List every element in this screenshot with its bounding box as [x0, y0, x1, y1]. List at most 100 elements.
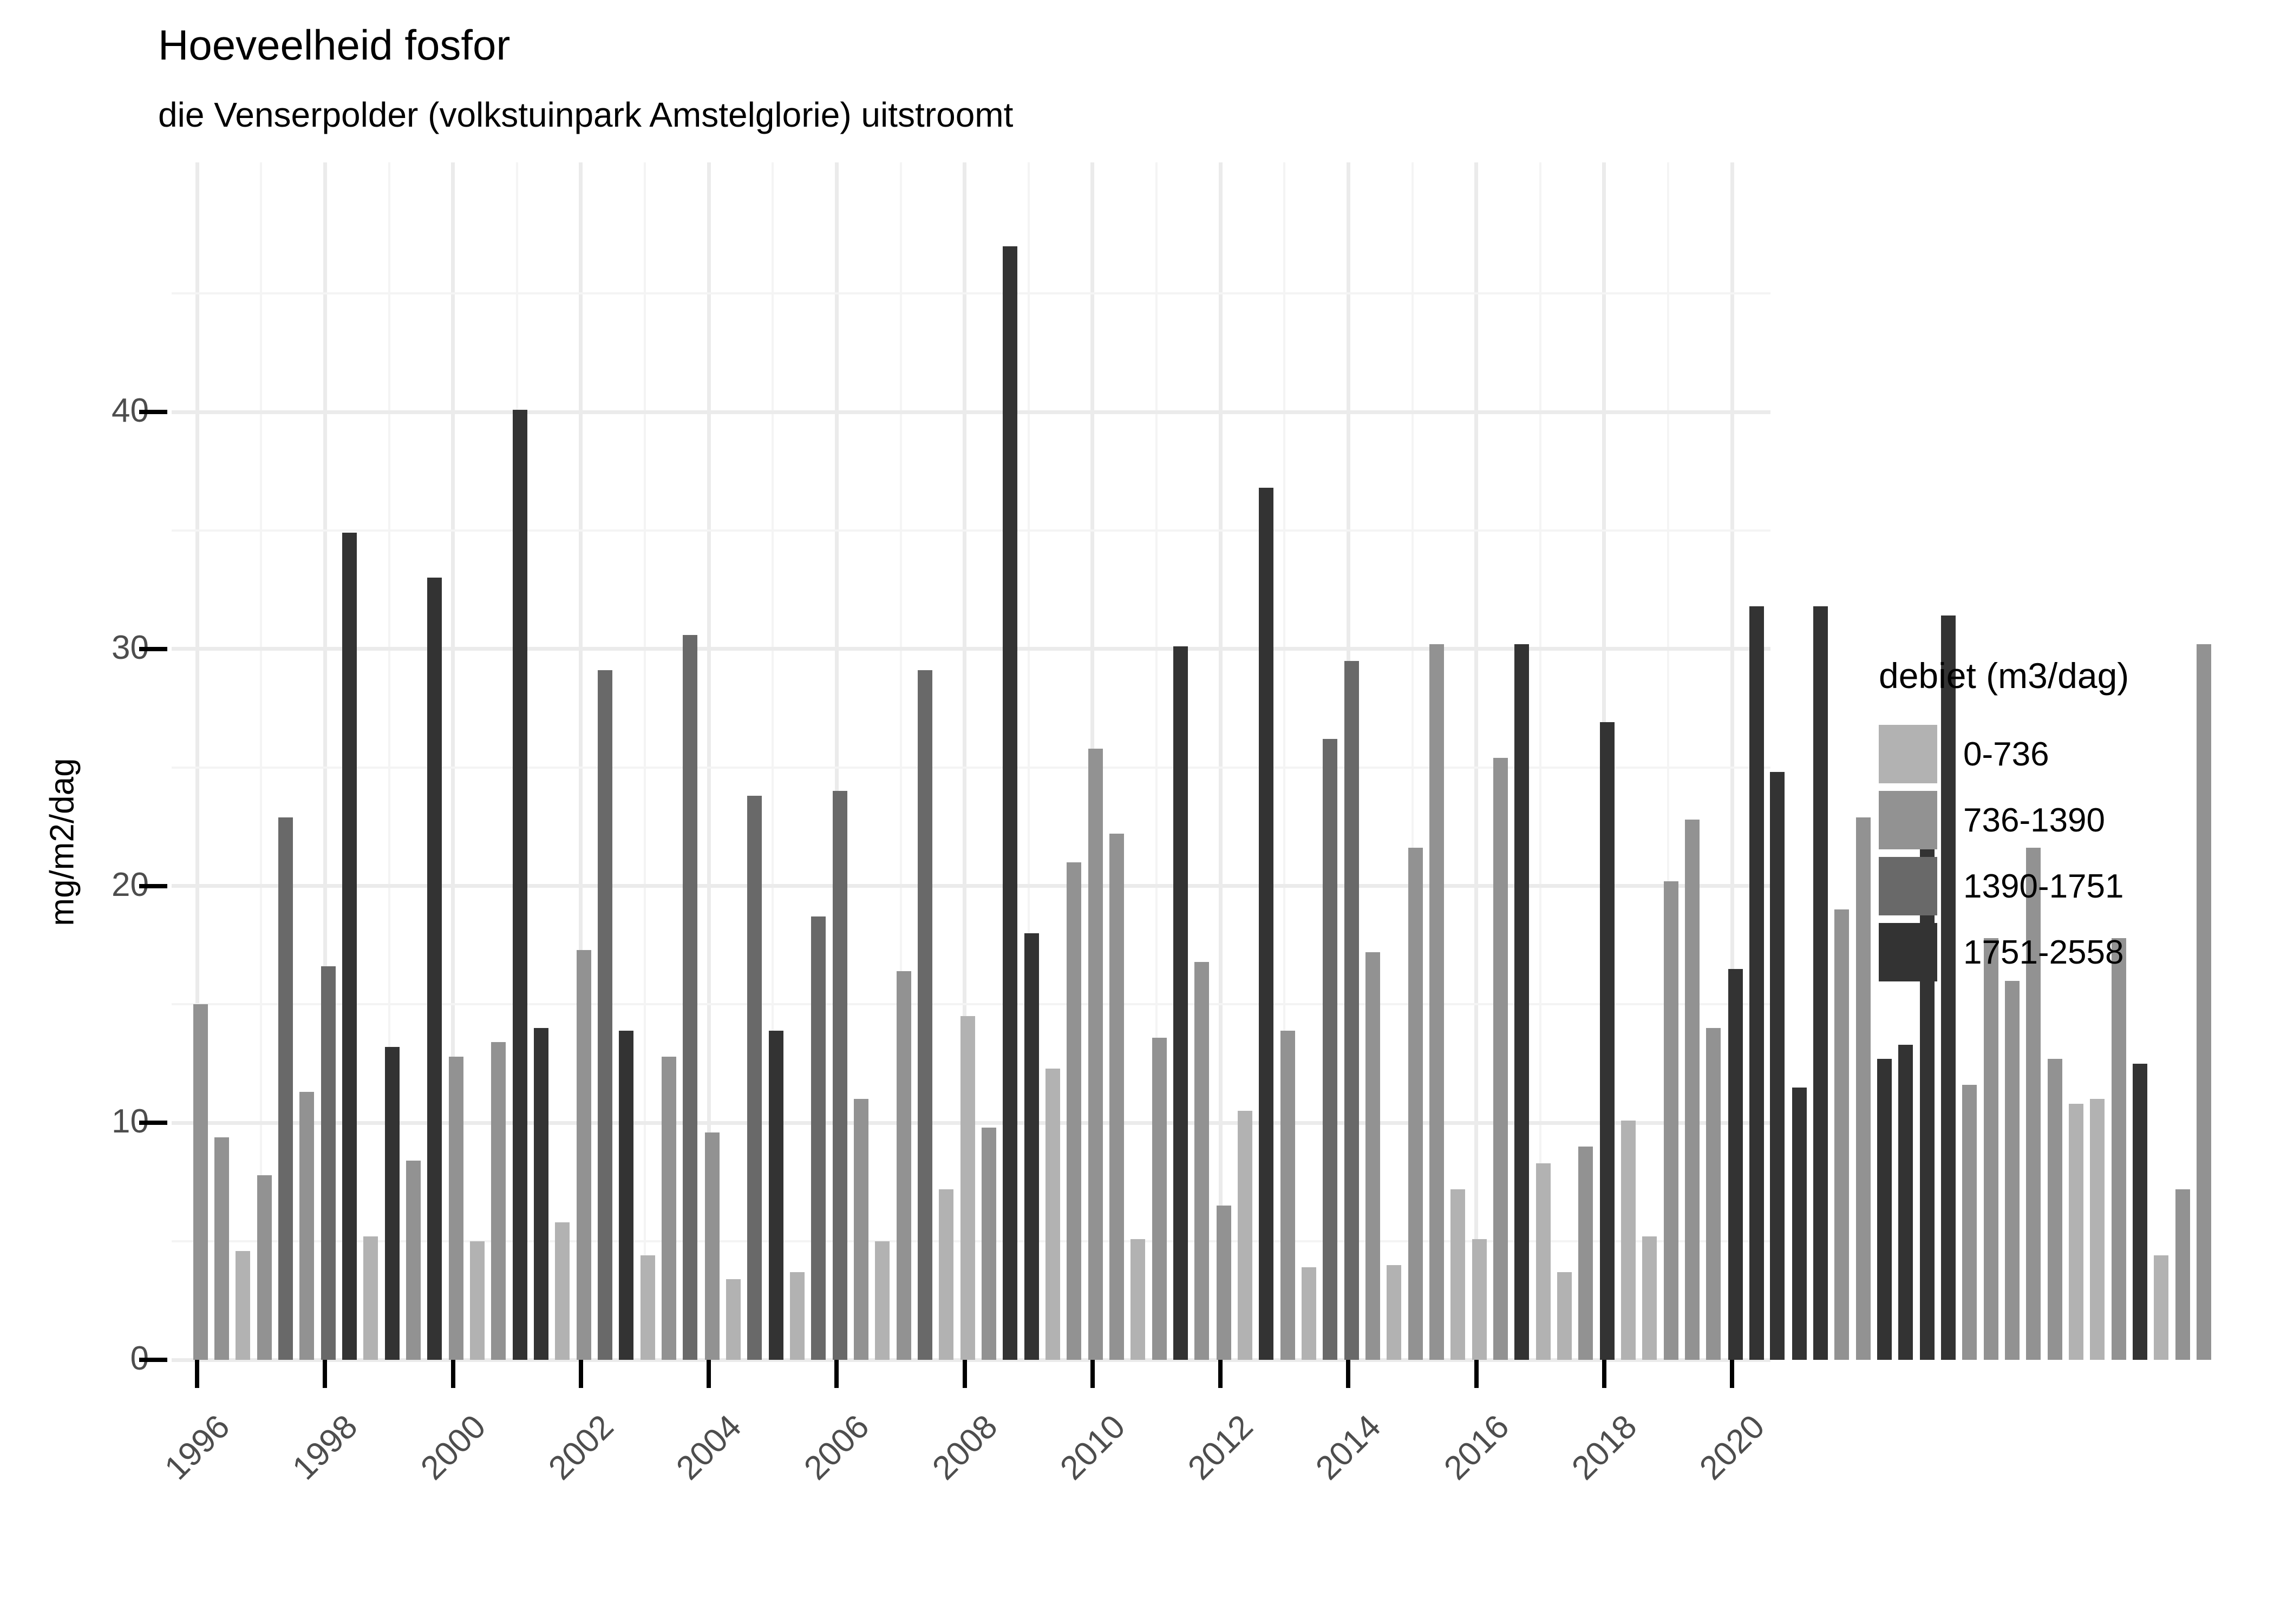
y-axis-tick [139, 410, 167, 414]
vertical-gridline-minor [1667, 162, 1669, 1360]
plot-panel [172, 162, 2212, 1362]
horizontal-gridline-minor [172, 1003, 1770, 1006]
x-axis-tick [1602, 1360, 1606, 1388]
bar [1258, 488, 1273, 1360]
x-axis-tick [195, 1360, 200, 1388]
x-axis-tick [1218, 1360, 1223, 1388]
bar [811, 916, 826, 1360]
y-axis-tick [139, 646, 167, 651]
legend-item-label: 1751-2558 [1963, 933, 2124, 971]
bar [683, 634, 698, 1360]
bar [1514, 644, 1529, 1360]
bar [1600, 722, 1615, 1360]
horizontal-gridline-minor [172, 292, 1770, 295]
legend: debiet (m3/dag) 0-736 736-1390 1390-1751 17… [1879, 655, 2258, 985]
x-axis-tick [962, 1360, 967, 1388]
bar-series [172, 162, 2212, 1360]
bar [1365, 952, 1380, 1360]
y-axis-tick [139, 1358, 167, 1362]
bar [1237, 1111, 1252, 1360]
bar [2197, 644, 2212, 1360]
horizontal-gridline-major [172, 884, 1770, 888]
bar [193, 1004, 208, 1360]
horizontal-gridline-minor [172, 529, 1770, 532]
bar [2048, 1059, 2063, 1360]
legend-swatch-icon [1879, 857, 1937, 915]
x-axis-tick [834, 1360, 839, 1388]
bar [555, 1222, 570, 1360]
vertical-gridline-major [963, 162, 967, 1360]
vertical-gridline-minor [899, 162, 902, 1360]
legend-item-label: 1390-1751 [1963, 867, 2124, 905]
bar [470, 1241, 485, 1360]
legend-item-0-736[interactable]: 0-736 [1879, 721, 2258, 787]
x-axis-tick [1346, 1360, 1351, 1388]
vertical-gridline-minor [1411, 162, 1414, 1360]
bar [1472, 1239, 1487, 1360]
x-axis-tick [1730, 1360, 1735, 1388]
legend-swatch-icon [1879, 725, 1937, 783]
vertical-gridline-major [1730, 162, 1734, 1360]
vertical-gridline-minor [1027, 162, 1030, 1360]
bar [2133, 1063, 2148, 1360]
bar [2154, 1255, 2169, 1360]
bar [938, 1189, 953, 1360]
y-axis-tick-label: 20 [112, 866, 149, 903]
x-axis-tick [1474, 1360, 1479, 1388]
bar [1728, 968, 1743, 1360]
vertical-gridline-major [451, 162, 455, 1360]
legend-swatch-icon [1879, 791, 1937, 849]
bar [2175, 1189, 2191, 1360]
bar [1386, 1265, 1401, 1360]
bar [1813, 606, 1828, 1360]
x-axis-tick [450, 1360, 455, 1388]
bar [1664, 881, 1679, 1360]
legend-item-label: 0-736 [1963, 735, 2049, 773]
bar [1194, 961, 1210, 1360]
y-axis-title: mg/m2/dag [43, 758, 81, 926]
vertical-gridline-minor [1539, 162, 1541, 1360]
bar [726, 1279, 741, 1360]
page-title: Hoeveelheid fosfor [158, 21, 511, 69]
vertical-gridline-major [707, 162, 711, 1360]
bar [427, 578, 442, 1360]
bar [406, 1161, 421, 1360]
horizontal-gridline-major [172, 410, 1770, 414]
bar [1642, 1236, 1657, 1360]
horizontal-gridline-major [172, 647, 1770, 651]
legend-rows: 0-736 736-1390 1390-1751 1751-2558 [1879, 721, 2258, 985]
bar [1706, 1028, 1721, 1360]
bar [214, 1137, 229, 1360]
bar [1557, 1272, 1572, 1360]
bar [1984, 938, 1998, 1360]
legend-item-736-1390[interactable]: 736-1390 [1879, 787, 2258, 853]
x-axis-tick [323, 1360, 328, 1388]
bar [534, 1028, 549, 1360]
bar [1322, 739, 1337, 1360]
y-axis-tick-label: 0 [0, 1339, 149, 1378]
bar [1770, 772, 1785, 1360]
bar [2090, 1099, 2105, 1360]
bar [342, 533, 357, 1360]
bar [874, 1241, 890, 1360]
legend-swatch-icon [1879, 923, 1937, 981]
bar [1493, 758, 1508, 1360]
vertical-gridline-minor [644, 162, 646, 1360]
bar [577, 949, 592, 1360]
y-axis-tick-label: 40 [112, 392, 149, 429]
bar [235, 1250, 250, 1360]
bar [299, 1092, 314, 1360]
legend-item-1390-1751[interactable]: 1390-1751 [1879, 853, 2258, 919]
bar [1344, 660, 1359, 1360]
horizontal-gridline-minor [172, 766, 1770, 769]
bar [2025, 848, 2041, 1360]
vertical-gridline-minor [388, 162, 390, 1360]
legend-item-1751-2558[interactable]: 1751-2558 [1879, 919, 2258, 985]
bar [747, 796, 762, 1360]
bar [363, 1236, 378, 1360]
vertical-gridline-minor [1155, 162, 1158, 1360]
bar [2004, 980, 2020, 1360]
y-axis-tick [139, 883, 167, 888]
bar [853, 1099, 868, 1360]
